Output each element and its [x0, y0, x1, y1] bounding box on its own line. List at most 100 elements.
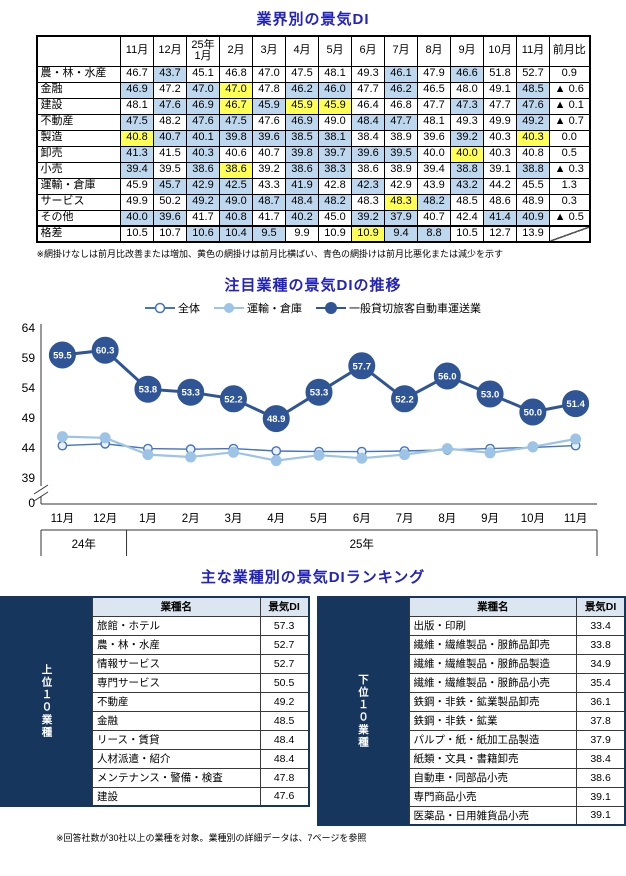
di-trend-chart: 64 59 54 49 44 39 0 11月 12月 1月 2月 3月 4月 5月 6月 7月 8月 9月 10月…: [22, 321, 598, 556]
di-value-cell: 46.9: [285, 113, 319, 131]
ranking-row: 鉄鋼・非鉄・鉱業製品卸売 36.1: [318, 691, 626, 712]
di-value-cell: 43.2: [450, 177, 484, 195]
di-value-cell: 47.7: [417, 97, 451, 115]
di-mom-cell: 0.9: [549, 65, 590, 83]
di-value-cell: 45.9: [120, 177, 154, 195]
di-value-cell: 10.5: [450, 225, 484, 243]
series-charter-bus-marker: [48, 341, 76, 369]
di-value-cell: 48.6: [483, 193, 517, 211]
series-charter-bus-data-label: 53.0: [481, 390, 500, 401]
di-col-header: 12月: [153, 35, 187, 67]
di-col-header: 5月: [318, 35, 352, 67]
di-value-cell: 48.5: [516, 81, 550, 99]
di-value-cell: 47.5: [285, 65, 319, 83]
di-value-cell: 8.8: [417, 225, 451, 243]
ranking-industry-name: 専門商品小売: [408, 786, 578, 807]
di-value-cell: 47.7: [384, 113, 418, 131]
series-charter-bus-data-label: 50.0: [524, 408, 543, 419]
series-charter-bus-data-label: 57.7: [353, 361, 372, 372]
ranking-di-value: 33.4: [576, 615, 626, 636]
y-zero-label: 0: [28, 496, 35, 510]
series-charter-bus-marker: [177, 378, 205, 406]
di-value-cell: 48.3: [351, 193, 385, 211]
di-value-cell: 39.4: [120, 161, 154, 179]
series-transport-warehouse-marker: [570, 433, 582, 445]
legend-label: 全体: [178, 303, 200, 315]
di-value-cell: 45.5: [516, 177, 550, 195]
di-value-cell: 48.1: [120, 97, 154, 115]
ranking-di-value: 36.1: [576, 691, 626, 712]
di-value-cell: 46.4: [351, 97, 385, 115]
legend-marker-icon: [214, 303, 244, 313]
di-value-cell: 39.2: [252, 161, 286, 179]
x-tick-label: 10月: [521, 513, 545, 525]
di-row-label: 建設: [36, 97, 121, 115]
di-value-cell: 41.4: [483, 209, 517, 227]
di-value-cell: 39.6: [417, 129, 451, 147]
year-label: 25年: [350, 537, 374, 551]
di-col-header: 9月: [450, 35, 484, 67]
di-value-cell: 48.2: [318, 193, 352, 211]
di-value-cell: 42.8: [318, 177, 352, 195]
di-value-cell: 42.9: [186, 177, 220, 195]
di-value-cell: 46.8: [219, 65, 253, 83]
di-value-cell: 39.6: [252, 129, 286, 147]
ranking-industry-name: 繊維・繊維製品・服飾品卸売: [408, 634, 578, 655]
di-value-cell: 40.1: [186, 129, 220, 147]
di-value-cell: 39.1: [483, 161, 517, 179]
series-charter-bus-data-label: 60.3: [96, 346, 115, 357]
di-value-cell: 10.9: [351, 225, 385, 243]
di-table-row: 製造 40.8 40.7 40.1 39.8 39.6 38.5 38.1 38.4 38.9 39…: [36, 129, 590, 147]
di-value-cell: 46.9: [120, 81, 154, 99]
di-value-cell: 46.6: [450, 65, 484, 83]
ranking-table-top-body: 上位１０業種 業種名 景気DI 旅館・ホテル 57.3 農・林・水産 52.7 情報サービス 5…: [0, 596, 310, 807]
di-value-cell: 40.0: [450, 145, 484, 163]
di-value-cell: 45.9: [252, 97, 286, 115]
di-value-cell: 38.6: [285, 161, 319, 179]
di-value-cell: 9.5: [252, 225, 286, 243]
y-tick-label: 59: [22, 351, 36, 365]
ranking-industry-name: 金融: [92, 710, 261, 731]
di-table-row: サービス 49.9 50.2 49.2 49.0 48.7 48.4 48.2 48.3 48.3…: [36, 193, 590, 211]
di-value-cell: 45.0: [318, 209, 352, 227]
x-tick-label: 2月: [182, 513, 200, 525]
ranking-di-value: 37.8: [576, 710, 626, 731]
ranking-row: 不動産 49.2: [1, 691, 310, 712]
ranking-table-bottom-body: 下位１０業種 業種名 景気DI 出版・印刷 33.4 繊維・繊維製品・服飾品卸売 33.8 繊…: [317, 596, 626, 826]
di-col-header: 25年 1月: [186, 35, 220, 67]
di-value-cell: 47.3: [450, 97, 484, 115]
di-value-cell: 41.7: [186, 209, 220, 227]
ranking-industry-name: 人材派遣・紹介: [92, 748, 261, 769]
di-value-cell: 48.2: [417, 193, 451, 211]
ranking-row: 建設 47.6: [1, 786, 310, 807]
di-value-cell: 49.3: [351, 65, 385, 83]
year-label: 24年: [72, 537, 96, 551]
ranking-di-value: 50.5: [259, 672, 310, 693]
di-value-cell: 43.7: [153, 65, 187, 83]
series-charter-bus-data-label: 53.3: [310, 388, 329, 399]
series-transport-warehouse-marker: [527, 441, 539, 453]
ranking-row: リース・賃貸 48.4: [1, 729, 310, 750]
series-transport-warehouse-marker: [185, 451, 197, 463]
series-transport-warehouse-marker: [313, 449, 325, 461]
di-table-row: 建設 48.1 47.6 46.9 46.7 45.9 45.9 45.9 46.4 46.8 47…: [36, 97, 590, 115]
legend-item: 全体: [145, 300, 200, 316]
x-tick-label: 11月: [564, 513, 587, 525]
di-table: 11月 12月 25年 1月 2月 3月 4月 5月 6月 7月 8月 9月 10月 11月 前月比 農・…: [35, 35, 591, 243]
di-value-cell: 48.0: [450, 81, 484, 99]
di-value-cell: 47.6: [186, 113, 220, 131]
di-mom-cell: ▲ 0.1: [549, 97, 590, 115]
di-value-cell: 10.7: [153, 225, 187, 243]
di-row-label: 運輸・倉庫: [36, 177, 121, 195]
series-transport-warehouse-marker: [441, 443, 453, 455]
di-col-header: 11月: [120, 35, 154, 67]
di-row-label: 格差: [36, 225, 121, 243]
di-value-cell: 48.4: [285, 193, 319, 211]
di-value-cell: 40.8: [120, 129, 154, 147]
di-value-cell: 40.0: [417, 145, 451, 163]
di-value-cell: 46.9: [186, 97, 220, 115]
section3-title: 主な業種別の景気DIランキング: [200, 569, 426, 586]
series-transport-warehouse-marker: [99, 432, 111, 444]
y-tick-label: 44: [22, 441, 36, 455]
di-value-cell: 38.9: [384, 161, 418, 179]
